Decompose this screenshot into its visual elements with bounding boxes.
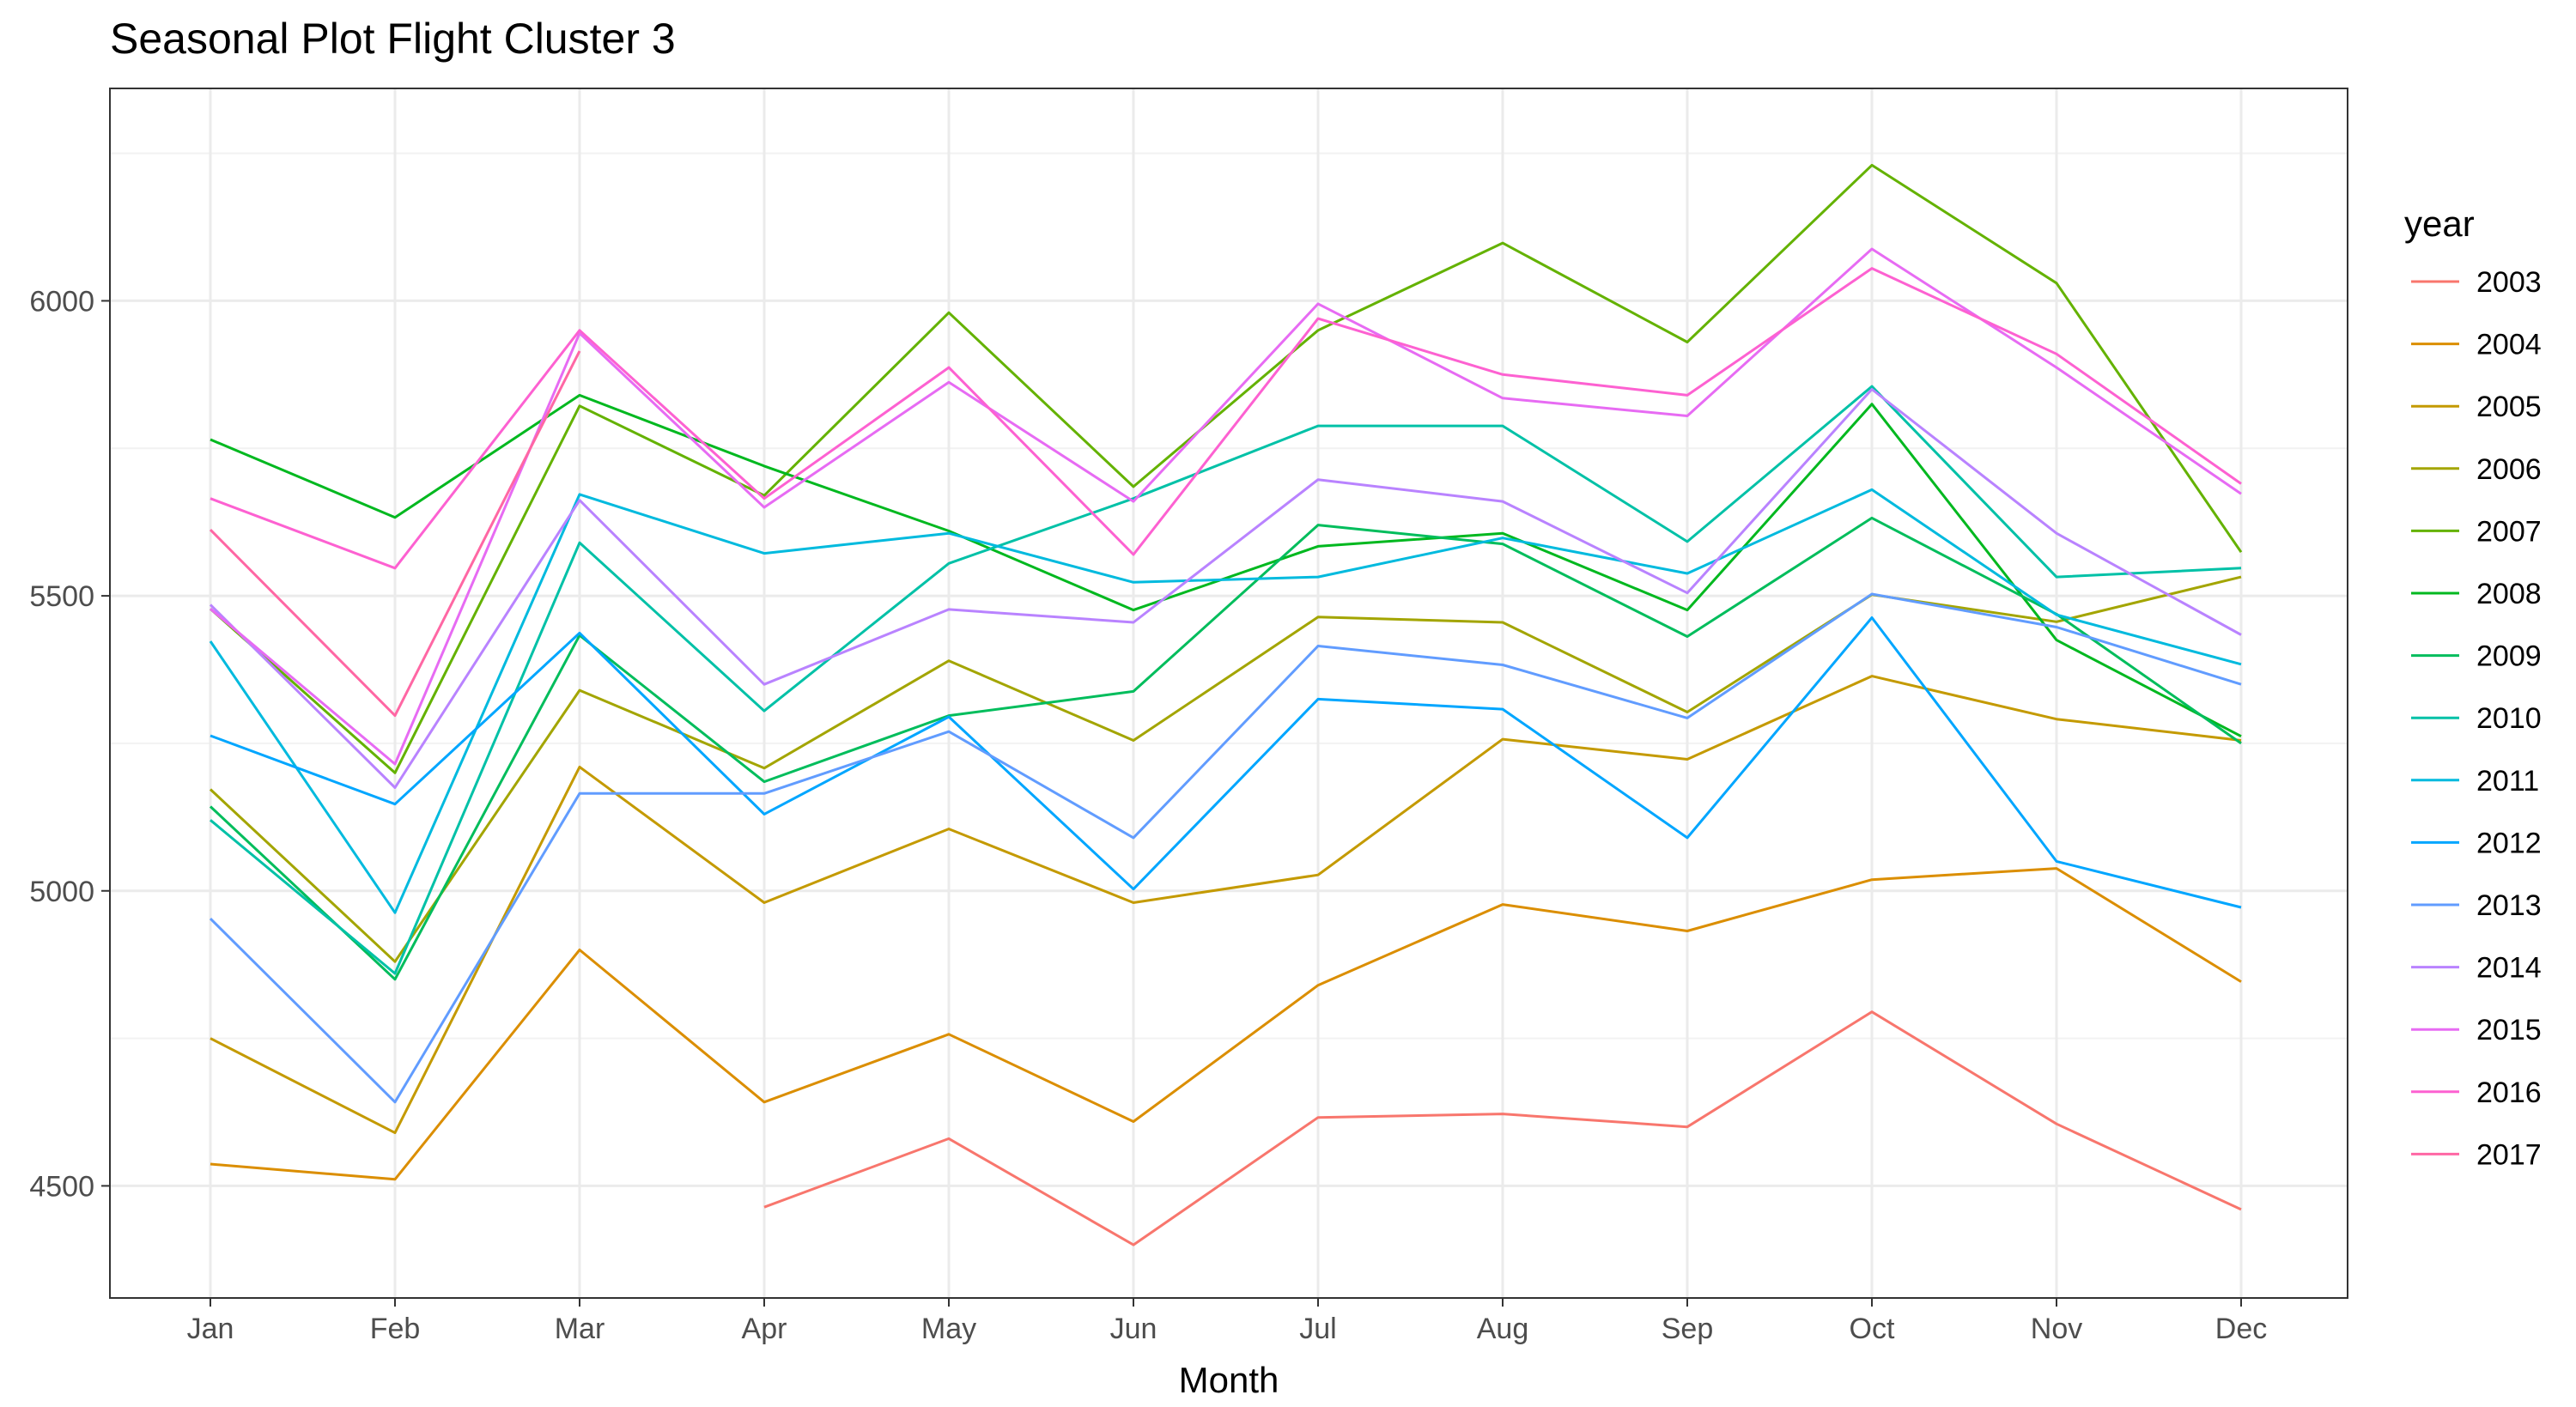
- x-axis-title: Month: [1179, 1360, 1279, 1400]
- series-line-2003: [763, 1010, 2242, 1246]
- legend-label-2014: 2014: [2476, 952, 2542, 985]
- x-tick-label: Nov: [2031, 1313, 2082, 1345]
- plot-panel-border: [109, 88, 2348, 1299]
- legend-label-2008: 2008: [2476, 578, 2542, 610]
- chart-title: Seasonal Plot Flight Cluster 3: [110, 15, 676, 63]
- legend-label-2007: 2007: [2476, 515, 2542, 548]
- legend-label-2003: 2003: [2476, 266, 2542, 299]
- legend-label-2005: 2005: [2476, 391, 2542, 423]
- series-line-2008: [210, 393, 2242, 738]
- x-tick-label: Jul: [1299, 1313, 1336, 1345]
- series-line-2007: [210, 163, 2243, 774]
- series-lines: [209, 163, 2243, 1246]
- series-line-2016: [210, 267, 2242, 570]
- legend: year 2003 2004 2005 2006 2007 2008 2009 2010 201…: [2404, 203, 2542, 1171]
- legend-title: year: [2404, 203, 2475, 244]
- series-line-2011: [209, 488, 2242, 914]
- x-tick-label: Feb: [370, 1313, 421, 1345]
- y-tick-label: 5500: [29, 580, 94, 613]
- gridlines: [110, 88, 2348, 1298]
- legend-label-2009: 2009: [2476, 640, 2542, 673]
- y-tick-label: 5000: [29, 876, 94, 908]
- x-tick-label: Dec: [2215, 1313, 2267, 1345]
- series-line-2013: [209, 592, 2242, 1104]
- legend-label-2017: 2017: [2476, 1138, 2542, 1171]
- x-tick-label: Oct: [1850, 1313, 1895, 1345]
- series-line-2009: [209, 516, 2242, 981]
- legend-label-2012: 2012: [2476, 827, 2542, 859]
- legend-label-2011: 2011: [2476, 765, 2539, 798]
- x-axis: Jan Feb Mar Apr May Jun Jul Aug Sep Oct Nov Dec: [187, 1298, 2267, 1345]
- series-line-2004: [210, 867, 2242, 1181]
- x-tick-label: Apr: [742, 1313, 787, 1345]
- series-line-2005: [210, 675, 2242, 1135]
- y-tick-label: 6000: [29, 285, 94, 318]
- legend-label-2013: 2013: [2476, 889, 2542, 922]
- y-tick-label: 4500: [29, 1170, 94, 1203]
- series-line-2017: [209, 350, 581, 718]
- legend-label-2016: 2016: [2476, 1076, 2542, 1109]
- x-tick-label: Sep: [1662, 1313, 1714, 1345]
- x-tick-label: May: [921, 1313, 976, 1345]
- legend-label-2015: 2015: [2476, 1014, 2542, 1046]
- y-axis: 4500 5000 5500 6000: [29, 285, 110, 1203]
- legend-label-2004: 2004: [2476, 329, 2542, 361]
- x-tick-label: Aug: [1477, 1313, 1529, 1345]
- x-tick-label: Jan: [187, 1313, 234, 1345]
- series-line-2010: [210, 385, 2242, 975]
- series-line-2015: [210, 247, 2242, 766]
- series-line-2012: [210, 616, 2242, 909]
- legend-label-2006: 2006: [2476, 453, 2542, 486]
- x-tick-label: Mar: [555, 1313, 605, 1345]
- series-line-2014: [209, 388, 2242, 789]
- x-tick-label: Jun: [1110, 1313, 1157, 1345]
- legend-label-2010: 2010: [2476, 702, 2542, 735]
